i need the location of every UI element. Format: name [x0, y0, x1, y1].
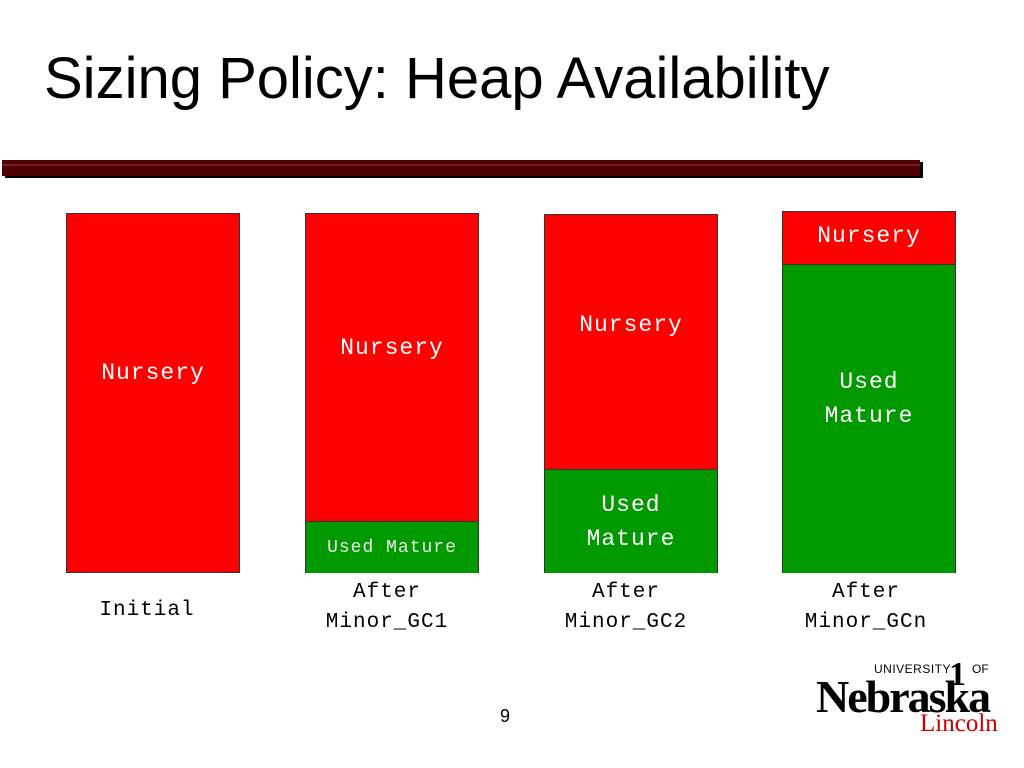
logo-nebraska-text: Nebraska [816, 671, 991, 722]
page-number: 9 [500, 706, 511, 726]
used-mature-segment: Used Mature [545, 469, 717, 573]
title-divider [2, 160, 920, 176]
nursery-segment: Nursery [783, 212, 955, 264]
nursery-label: Nursery [340, 334, 444, 361]
nursery-segment: Nursery [67, 214, 239, 572]
logo-one-glyph: 1 [949, 656, 966, 693]
used-mature-label: Used Mature [824, 369, 914, 429]
column-caption-gcn: After Minor_GCn [804, 581, 928, 634]
logo-of-text: OF [972, 662, 989, 676]
used-mature-label: Used Mature [586, 491, 676, 552]
heap-column-initial: Nursery [66, 213, 240, 573]
column-caption-initial: Initial [99, 599, 195, 622]
slide-title: Sizing Policy: Heap Availability [44, 46, 830, 111]
nursery-segment: Nursery [306, 214, 478, 521]
column-caption-gc1: After Minor_GC1 [325, 581, 449, 634]
nursery-label: Nursery [579, 312, 683, 338]
used-mature-segment: Used Mature [306, 521, 478, 573]
nursery-label: Nursery [101, 360, 205, 386]
heap-column-gcn: Nursery Used Mature [782, 211, 956, 573]
heap-column-gc2: Nursery Used Mature [544, 214, 718, 573]
heap-column-gc1: Nursery Used Mature [305, 213, 479, 573]
column-caption-gc2: After Minor_GC2 [564, 581, 688, 634]
nursery-label: Nursery [817, 223, 921, 249]
used-mature-segment: Used Mature [783, 264, 955, 573]
logo-lincoln-text: Lincoln [920, 710, 998, 737]
used-mature-label: Used Mature [327, 537, 457, 558]
logo-university-text: UNIVERSITY [874, 662, 952, 676]
nursery-segment: Nursery [545, 215, 717, 469]
university-logo: UNIVERSITY 1 OF Nebraska Lincoln [816, 656, 998, 740]
